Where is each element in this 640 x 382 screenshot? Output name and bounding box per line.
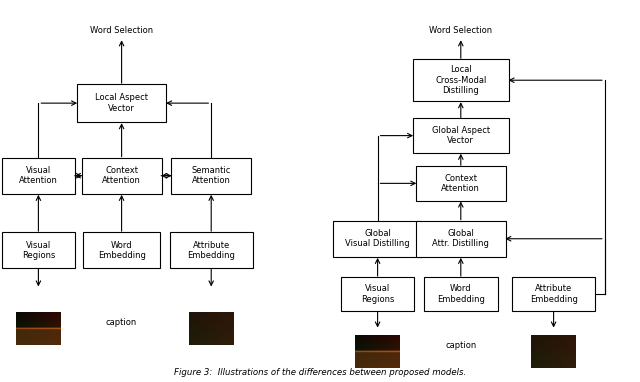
Text: Word Selection: Word Selection: [90, 26, 153, 35]
Text: Word
Embedding: Word Embedding: [437, 285, 484, 304]
FancyBboxPatch shape: [77, 84, 166, 122]
Text: Context
Attention: Context Attention: [442, 174, 480, 193]
Text: Global
Attr. Distilling: Global Attr. Distilling: [433, 229, 489, 248]
Text: Word
Embedding: Word Embedding: [98, 241, 145, 260]
Text: Semantic
Attention: Semantic Attention: [191, 166, 231, 185]
Text: Attribute
Embedding: Attribute Embedding: [188, 241, 235, 260]
FancyBboxPatch shape: [416, 166, 506, 201]
FancyBboxPatch shape: [413, 118, 509, 153]
Text: Word Selection: Word Selection: [429, 26, 492, 35]
Text: Global
Visual Distilling: Global Visual Distilling: [346, 229, 410, 248]
Text: caption: caption: [106, 318, 137, 327]
FancyBboxPatch shape: [172, 157, 252, 194]
FancyBboxPatch shape: [333, 221, 422, 257]
FancyBboxPatch shape: [1, 232, 76, 268]
Text: Visual
Regions: Visual Regions: [22, 241, 55, 260]
FancyBboxPatch shape: [82, 157, 161, 194]
Text: Attribute
Embedding: Attribute Embedding: [530, 285, 577, 304]
Text: Visual
Regions: Visual Regions: [361, 285, 394, 304]
Text: Figure 3:  Illustrations of the differences between proposed models.: Figure 3: Illustrations of the differenc…: [174, 368, 466, 377]
Text: Visual
Attention: Visual Attention: [19, 166, 58, 185]
FancyBboxPatch shape: [413, 59, 509, 101]
FancyBboxPatch shape: [424, 277, 498, 311]
FancyBboxPatch shape: [83, 232, 160, 268]
Text: Local
Cross-Modal
Distilling: Local Cross-Modal Distilling: [435, 65, 486, 95]
Text: caption: caption: [445, 341, 476, 350]
Text: Global Aspect
Vector: Global Aspect Vector: [432, 126, 490, 145]
FancyBboxPatch shape: [512, 277, 595, 311]
FancyBboxPatch shape: [416, 221, 506, 257]
FancyBboxPatch shape: [1, 157, 76, 194]
FancyBboxPatch shape: [170, 232, 253, 268]
Text: Context
Attention: Context Attention: [102, 166, 141, 185]
Text: Local Aspect
Vector: Local Aspect Vector: [95, 94, 148, 113]
FancyBboxPatch shape: [340, 277, 415, 311]
